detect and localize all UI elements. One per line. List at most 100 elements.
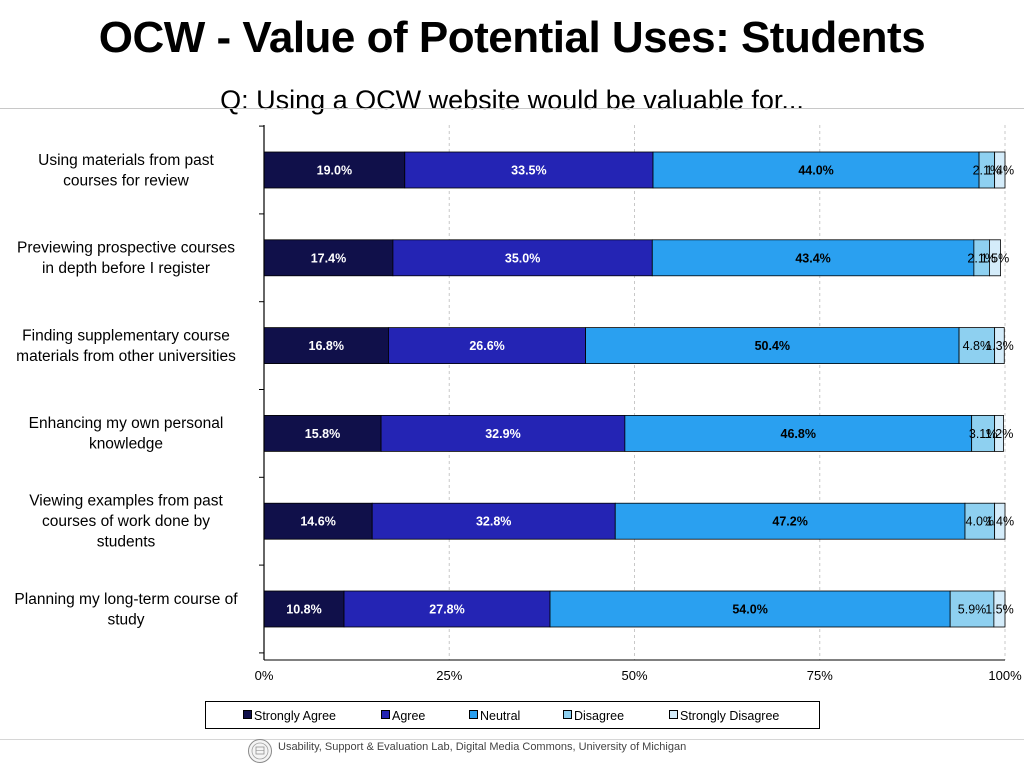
title-divider [0,108,1024,109]
data-label: 1.5% [985,603,1014,617]
slide-subtitle: Q: Using a OCW website would be valuable… [220,85,804,115]
stacked-bar-chart: 19.0% 33.5% 44.0% 2.1%1.4%17.4% 35.0% 43.4% 2.… [14,125,1022,683]
bar-segment [614,502,966,540]
x-tick-label: 25% [436,668,462,683]
bar-segment [964,502,996,540]
x-tick-label: 0% [255,668,274,683]
category-label: Viewing examples from past courses of wor… [29,493,223,551]
data-label: 43.4% [795,251,830,265]
x-tick-label: 75% [807,668,833,683]
bar-segment [989,239,1001,277]
category-label-line: Enhancing my own personal [29,415,224,432]
data-label: 4.8% [963,339,992,353]
legend-swatch [469,710,478,719]
bar-segment [404,151,654,189]
data-label: 17.4% [311,251,346,265]
footer-divider [0,739,1024,740]
data-label: 27.8% [429,603,464,617]
bar-segment [958,327,996,365]
legend-label: Agree [392,709,426,723]
legend-swatch [669,710,678,719]
data-label: 4.0% [966,515,995,529]
x-tick-label: 50% [621,668,647,683]
chart-bars [263,151,1006,628]
legend-label: Strongly Disagree [680,709,780,723]
legend-label: Strongly Agree [254,709,336,723]
data-label: 32.9% [485,427,520,441]
bar-segment [994,502,1006,540]
bar-segment [263,239,394,277]
legend-swatch [381,710,390,719]
category-label: Previewing prospective courses in depth b… [17,240,235,277]
category-label: Finding supplementary course materials fr… [16,327,236,365]
legend-item: Strongly Agree [243,709,336,723]
category-label-line: knowledge [89,436,163,453]
bar-segment [392,239,653,277]
data-label: 32.8% [476,515,511,529]
data-label: 19.0% [317,164,352,178]
chart-axis: 0% 25% 50% 75% 100% [255,125,1022,683]
data-label: 1.4% [986,164,1015,178]
bar-segment [994,327,1005,365]
legend-label: Neutral [480,709,521,723]
data-label: 47.2% [772,515,807,529]
data-label: 16.8% [309,339,344,353]
data-label: 1.5% [981,251,1010,265]
legend-item: Strongly Disagree [669,709,779,723]
category-label-line: Using materials from past [38,152,214,169]
bar-segment [263,414,382,452]
category-label-line: Viewing examples from past [29,493,223,510]
category-label-line: materials from other universities [16,348,236,365]
data-label: 3.1% [969,427,998,441]
data-label: 2.1% [973,164,1002,178]
category-label-line: students [97,534,156,551]
data-label: 33.5% [511,164,546,178]
bar-segment [380,414,626,452]
category-label-line: courses for review [63,172,190,189]
category-label: Enhancing my own personal knowledge [29,415,224,453]
category-label-line: courses of work done by [42,513,210,530]
chart-gridlines [448,125,1006,660]
data-label: 5.9% [958,603,987,617]
chart-legend: Strongly Agree Agree Neutral Disagree Strong… [205,701,820,729]
legend-item: Disagree [563,709,624,723]
bar-segment [263,327,389,365]
data-label: 54.0% [732,603,767,617]
category-label-line: Previewing prospective courses [17,240,235,257]
data-label: 1.3% [985,339,1014,353]
data-label: 46.8% [781,427,816,441]
legend-label: Disagree [574,709,625,723]
chart-data-labels: 19.0% 33.5% 44.0% 2.1%1.4%17.4% 35.0% 43.4% 2.… [286,164,1014,617]
slide-title: OCW - Value of Potential Uses: Students [98,13,926,62]
footer-credit: Usability, Support & Evaluation Lab, Dig… [278,741,687,753]
data-label: 26.6% [469,339,504,353]
category-label: Using materials from past courses for rev… [38,152,214,190]
bar-segment [624,414,973,452]
university-seal-icon [248,739,272,763]
legend-swatch [243,710,252,719]
legend-item: Agree [381,709,425,723]
data-label: 1.4% [986,515,1015,529]
data-label: 10.8% [286,603,321,617]
bar-segment [651,239,975,277]
bar-segment [994,414,1004,452]
category-label-line: in depth before I register [42,260,210,277]
bar-segment [994,151,1006,189]
data-label: 15.8% [305,427,340,441]
legend-item: Neutral [469,709,520,723]
data-label: 1.2% [985,427,1014,441]
data-label: 35.0% [505,251,540,265]
data-label: 2.1% [967,251,996,265]
data-label: 50.4% [755,339,790,353]
bar-segment [263,151,406,189]
category-label: Planning my long-term course of study [14,591,238,629]
bar-segment [343,590,551,628]
bar-segment [371,502,616,540]
legend-swatch [563,710,572,719]
x-tick-label: 100% [988,668,1022,683]
chart-category-labels: Using materials from past courses for rev… [14,152,238,629]
data-label: 14.6% [300,515,335,529]
bar-segment [388,327,586,365]
data-label: 44.0% [798,164,833,178]
category-label-line: Finding supplementary course [22,327,230,344]
